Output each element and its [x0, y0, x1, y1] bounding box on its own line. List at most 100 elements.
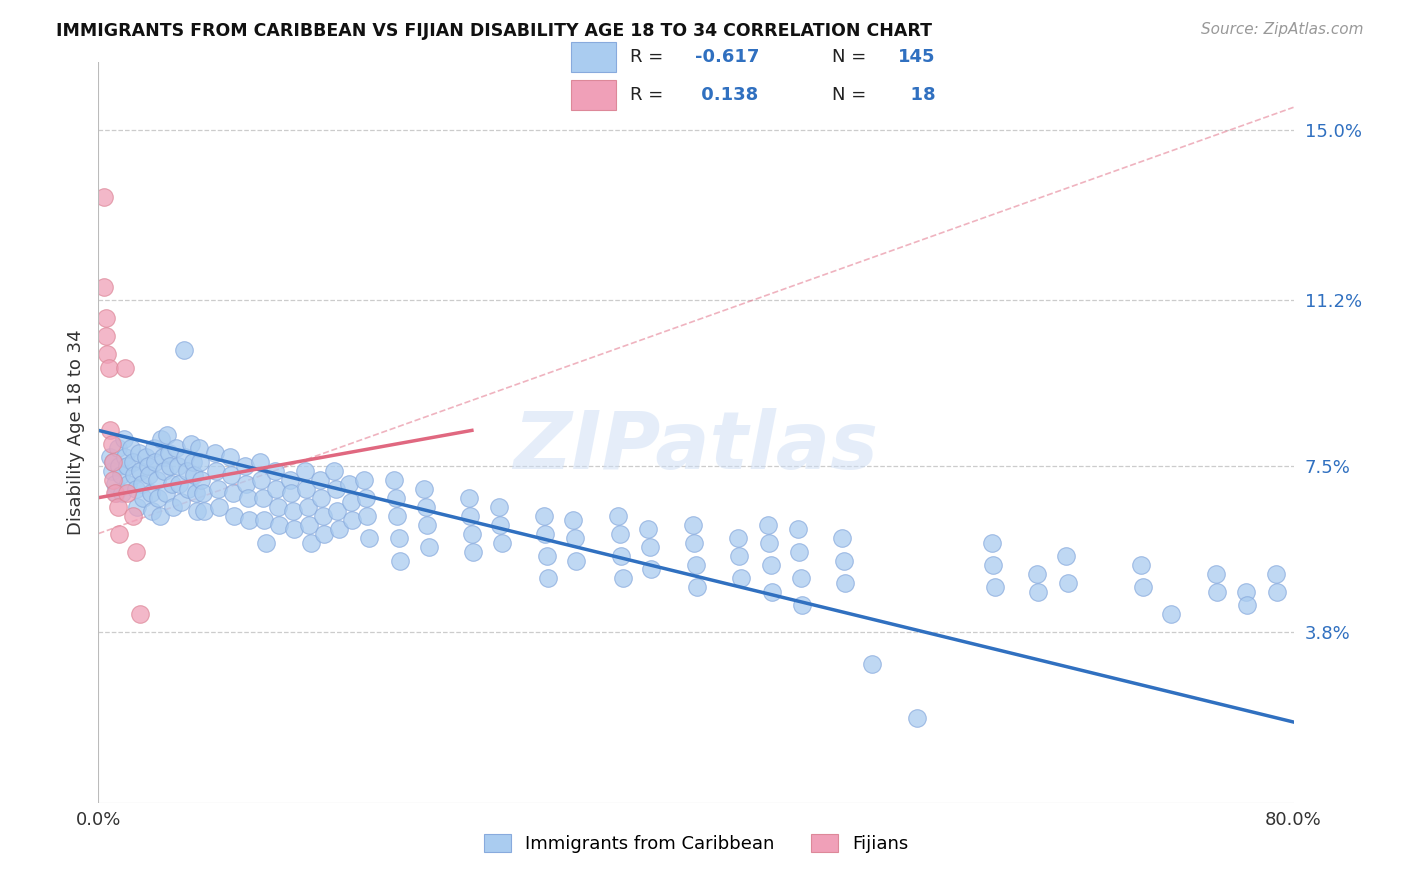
- Point: [96, 347, 118, 361]
- Point: [278, 473, 301, 487]
- Point: [415, 500, 437, 514]
- Point: [138, 468, 160, 483]
- Y-axis label: Disability Age 18 to 34: Disability Age 18 to 34: [66, 330, 84, 535]
- Text: N =: N =: [832, 86, 872, 103]
- Text: 145: 145: [897, 48, 935, 66]
- Point: [205, 464, 228, 478]
- Point: [263, 464, 285, 478]
- Point: [297, 500, 319, 514]
- Point: [103, 455, 125, 469]
- Point: [103, 455, 125, 469]
- Point: [612, 571, 634, 585]
- Point: [309, 491, 332, 505]
- Point: [131, 477, 153, 491]
- Point: [101, 464, 124, 478]
- Point: [173, 343, 195, 357]
- Point: [1026, 585, 1049, 599]
- Point: [115, 486, 138, 500]
- Point: [323, 464, 346, 478]
- Point: [125, 482, 148, 496]
- Point: [1056, 549, 1078, 563]
- Point: [267, 500, 290, 514]
- Point: [418, 540, 440, 554]
- Point: [298, 517, 321, 532]
- Point: [389, 553, 412, 567]
- Point: [141, 504, 163, 518]
- Point: [176, 464, 198, 478]
- Point: [564, 531, 586, 545]
- Point: [135, 450, 157, 465]
- Point: [98, 423, 122, 437]
- Point: [103, 473, 125, 487]
- Point: [204, 446, 226, 460]
- Point: [834, 576, 856, 591]
- Point: [981, 558, 1004, 572]
- Point: [253, 513, 276, 527]
- Point: [181, 455, 204, 469]
- Point: [156, 428, 179, 442]
- Point: [326, 504, 349, 518]
- Point: [311, 508, 333, 523]
- Point: [166, 459, 188, 474]
- Point: [93, 190, 115, 204]
- Point: [534, 526, 557, 541]
- Point: [640, 562, 662, 576]
- Point: [565, 553, 588, 567]
- Point: [790, 599, 813, 613]
- Text: R =: R =: [630, 86, 669, 103]
- Point: [254, 535, 277, 549]
- Point: [294, 464, 316, 478]
- Point: [183, 468, 205, 483]
- Point: [94, 311, 117, 326]
- Point: [787, 544, 810, 558]
- Point: [385, 508, 409, 523]
- Text: -0.617: -0.617: [695, 48, 759, 66]
- Point: [105, 486, 128, 500]
- Point: [128, 446, 150, 460]
- Point: [174, 450, 197, 465]
- Point: [761, 585, 783, 599]
- Point: [97, 360, 120, 375]
- Point: [1057, 576, 1080, 591]
- Text: IMMIGRANTS FROM CARIBBEAN VS FIJIAN DISABILITY AGE 18 TO 34 CORRELATION CHART: IMMIGRANTS FROM CARIBBEAN VS FIJIAN DISA…: [56, 22, 932, 40]
- Point: [609, 526, 631, 541]
- Point: [249, 455, 271, 469]
- Point: [159, 459, 181, 474]
- Point: [354, 491, 377, 505]
- Point: [1132, 581, 1154, 595]
- Point: [637, 522, 659, 536]
- Point: [340, 495, 363, 509]
- Point: [1025, 566, 1047, 581]
- Point: [108, 459, 131, 474]
- Point: [149, 508, 172, 523]
- Point: [831, 531, 853, 545]
- Point: [193, 504, 215, 518]
- Point: [458, 491, 481, 505]
- Point: [114, 360, 136, 375]
- Point: [295, 482, 318, 496]
- Point: [382, 473, 405, 487]
- FancyBboxPatch shape: [571, 42, 616, 72]
- Point: [1234, 585, 1257, 599]
- Point: [269, 517, 291, 532]
- Point: [222, 486, 245, 500]
- Point: [607, 508, 630, 523]
- Point: [121, 455, 143, 469]
- Point: [1160, 607, 1182, 622]
- Point: [325, 482, 347, 496]
- Point: [101, 437, 124, 451]
- Point: [107, 500, 129, 514]
- Point: [186, 504, 208, 518]
- Point: [463, 544, 485, 558]
- Point: [127, 500, 149, 514]
- Point: [162, 500, 184, 514]
- Point: [416, 517, 439, 532]
- Point: [224, 508, 246, 523]
- Point: [233, 459, 256, 474]
- Point: [308, 473, 330, 487]
- Point: [264, 482, 287, 496]
- Point: [238, 513, 260, 527]
- Point: [1236, 599, 1258, 613]
- Point: [789, 571, 811, 585]
- Text: Source: ZipAtlas.com: Source: ZipAtlas.com: [1201, 22, 1364, 37]
